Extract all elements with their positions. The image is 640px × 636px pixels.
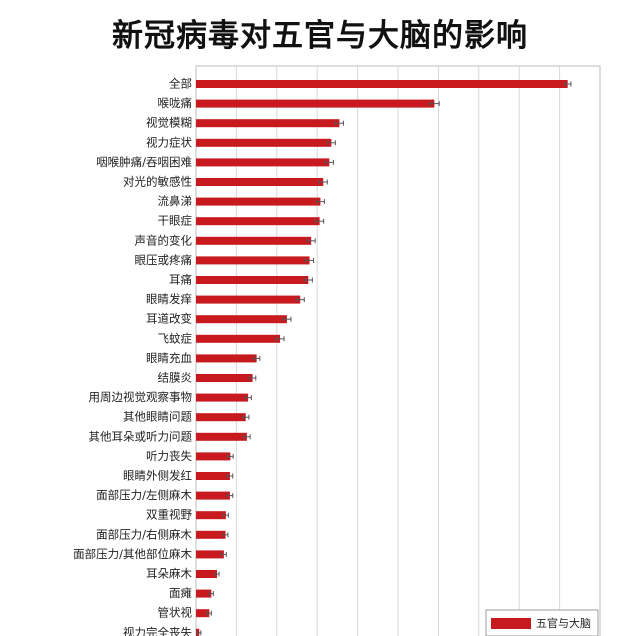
bar <box>196 236 312 245</box>
bar <box>196 374 253 382</box>
category-label: 其他耳朵或听力问题 <box>89 429 193 443</box>
category-label: 用周边视觉观察事物 <box>89 390 193 404</box>
category-label: 流鼻涕 <box>158 194 193 208</box>
category-label: 管状视 <box>158 606 193 620</box>
bar <box>196 276 309 284</box>
category-label: 面部压力/其他部位麻木 <box>73 547 192 561</box>
category-label: 飞蚊症 <box>158 331 193 345</box>
bar <box>196 550 224 559</box>
bar <box>196 570 218 578</box>
category-label: 面部压力/右侧麻木 <box>96 527 192 541</box>
bar <box>196 511 226 520</box>
category-label: 视力症状 <box>146 135 192 149</box>
category-label: 结膜炎 <box>158 371 193 385</box>
bar <box>196 295 301 304</box>
bar <box>196 393 249 402</box>
category-label: 面部压力/左侧麻木 <box>96 488 192 502</box>
bar <box>196 354 257 363</box>
bar <box>196 197 321 206</box>
bar <box>196 315 287 324</box>
bar <box>196 178 324 186</box>
category-label: 视力完全丧失 <box>123 625 192 636</box>
bar <box>196 589 212 598</box>
bar <box>196 472 230 480</box>
category-label: 咽喉肿痛/吞咽困难 <box>96 155 192 169</box>
bar <box>196 530 226 539</box>
category-label: 眼睛充血 <box>146 351 192 365</box>
bar <box>196 158 330 167</box>
category-label: 面瘫 <box>169 586 192 600</box>
category-label: 眼压或疼痛 <box>135 253 193 267</box>
category-label: 双重视野 <box>146 508 192 522</box>
category-label: 耳痛 <box>169 273 192 287</box>
category-label: 视觉模糊 <box>146 116 192 130</box>
bar <box>196 119 340 128</box>
legend-swatch <box>491 618 531 629</box>
bar <box>196 80 568 88</box>
category-label: 眼睛发痒 <box>146 292 192 306</box>
bar <box>196 99 435 108</box>
category-label: 耳朵麻木 <box>146 567 192 581</box>
category-label: 听力丧失 <box>146 449 192 463</box>
category-label: 声音的变化 <box>135 233 193 247</box>
bar <box>196 256 310 265</box>
category-label: 全部 <box>169 77 192 91</box>
legend-label: 五官与大脑 <box>536 616 591 630</box>
category-label: 喉咙痛 <box>158 96 193 110</box>
bar <box>196 217 320 226</box>
category-label: 耳道改变 <box>146 312 192 326</box>
bar <box>196 452 231 461</box>
bar <box>196 491 230 500</box>
bar <box>196 609 210 618</box>
chart-title: 新冠病毒对五官与大脑的影响 <box>112 18 528 54</box>
category-label: 干眼症 <box>158 214 193 228</box>
bar <box>196 413 246 422</box>
category-label: 眼睛外侧发红 <box>123 469 192 483</box>
bar <box>196 334 281 343</box>
bar <box>196 432 247 441</box>
category-label: 对光的敏感性 <box>123 175 192 189</box>
bar <box>196 138 332 147</box>
category-label: 其他眼睛问题 <box>123 410 192 424</box>
